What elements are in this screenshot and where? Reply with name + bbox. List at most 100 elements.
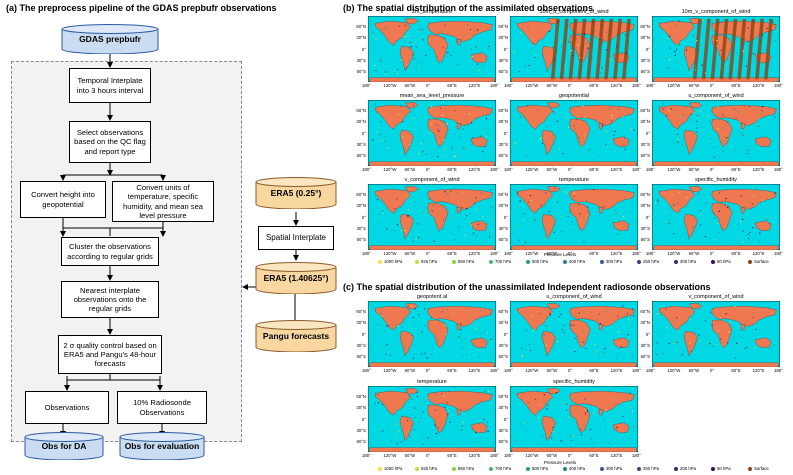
lon-tick-label: 180° [504,251,513,256]
lat-tick-label: 30°N [640,320,650,326]
world-map [368,386,496,452]
lon-tick-label: 180° [504,368,513,373]
lon-tick-label: 60°W [404,83,416,88]
lat-tick-label: 60°S [356,439,366,445]
lat-tick-label: 60°N [498,309,508,315]
lat-tick-label: 60°N [498,24,508,30]
lat-tick-label: 60°N [356,192,366,198]
lon-tick-label: 60°E [589,368,599,373]
map-b8: specific_humidity 60°N 30°N 0° 30°S 60°S 180° 1… [640,177,783,256]
world-map [510,100,638,166]
legend-item: 250 hPa [637,259,659,264]
lat-tick-label: 60°S [640,237,650,243]
lon-tick-label: 60°E [731,83,741,88]
world-map [368,184,496,250]
map-b2: 10m_v_component_of_wind 60°N 30°N 0° 30°S 60°… [640,9,783,88]
map-b5: u_component_of_wind 60°N 30°N 0° 30°S 60°S 180… [640,93,783,172]
map-title: v_component_of_wind [404,177,460,183]
lat-tick-label: 60°S [498,69,508,75]
lon-tick-label: 60°E [589,83,599,88]
legend-label: 250 hPa [643,466,660,471]
map-title: geopotential [559,93,589,99]
lon-tick-label: 120°E [610,251,623,256]
legend-item: 500 hPa [526,466,548,471]
lat-tick-label: 60°N [356,24,366,30]
lat-tick-label: 30°S [640,225,650,231]
legend-item: 50 hPa [711,466,731,471]
lon-tick-label: 60°E [731,251,741,256]
legend-marker [637,259,641,264]
lon-tick-label: 120°E [752,368,765,373]
lon-tick-label: 120°W [525,453,539,458]
world-map [652,100,780,166]
obs-da-cylinder: Obs for DA [24,432,104,460]
lat-tick-label: 60°N [640,108,650,114]
lon-tick-label: 120°E [610,167,623,172]
convert-height-box: Convert height into geopotential [20,181,106,218]
lon-tick-label: 120°W [383,251,397,256]
legend-marker [674,466,678,471]
lon-tick-label: 120°W [525,83,539,88]
lon-tick-label: 60°E [447,368,457,373]
lon-tick-label: 0° [426,251,431,256]
legend-item: 50 hPa [711,259,731,264]
lon-tick-label: 60°W [546,453,558,458]
lon-tick-label: 120°E [610,453,623,458]
legend-label: 200 hPa [680,466,697,471]
nearest-interplate-box: Nearest interplate observations onto the… [61,281,159,318]
lon-tick-label: 180° [490,167,499,172]
lat-tick-label: 60°S [640,153,650,159]
obs-eval-cylinder: Obs for evaluation [119,432,205,460]
lat-tick-label: 0° [645,214,650,220]
lat-tick-label: 60°N [640,24,650,30]
lon-tick-label: 120°E [752,167,765,172]
lat-tick-label: 30°N [356,203,366,209]
legend-label: 925 hPa [421,466,438,471]
lon-tick-label: 0° [426,83,431,88]
lat-tick-label: 30°S [356,57,366,63]
lon-tick-label: 120°W [525,251,539,256]
lat-tick-label: 30°S [498,57,508,63]
map-title: u_component_of_wind [546,294,602,300]
world-map [652,16,780,82]
map-title: u_component_of_wind [688,93,744,99]
lat-tick-label: 60°S [356,237,366,243]
legend-marker [563,466,567,471]
legend-marker [637,466,641,471]
legend-marker [600,466,604,471]
lat-tick-label: 0° [503,130,508,136]
lat-tick-label: 60°N [640,309,650,315]
lat-tick-label: 30°N [498,203,508,209]
legend-marker [748,259,752,264]
gdas-prepbufr-cylinder: GDAS prepbufr [61,24,159,54]
legend-marker [378,466,382,471]
legend-item: 925 hPa [415,259,437,264]
gdas-label: GDAS prepbufr [79,34,141,44]
world-map [510,16,638,82]
lat-tick-label: 60°S [498,153,508,159]
legend-item: 1000 hPa [378,466,402,471]
lon-tick-label: 60°W [546,251,558,256]
legend-marker [452,259,456,264]
lon-tick-label: 60°W [404,453,416,458]
lon-tick-label: 0° [426,368,431,373]
legend-item: 850 hPa [452,259,474,264]
legend-label: 700 hPa [495,466,512,471]
radiosonde-box: 10% Radiosonde Observations [117,391,207,424]
lat-tick-label: 60°S [356,69,366,75]
legend-item: Surface [748,259,769,264]
map-b3: mean_sea_level_pressure 60°N 30°N 0° 30°S 60°… [356,93,499,172]
legend-label: 50 hPa [717,466,731,471]
lon-tick-label: 120°E [752,83,765,88]
lon-tick-label: 60°E [731,368,741,373]
map-b0: 2m_temperature 60°N 30°N 0° 30°S 60°S 180° 120°… [356,9,499,88]
lon-tick-label: 180° [774,251,783,256]
lat-tick-label: 30°N [356,119,366,125]
lat-tick-label: 60°S [356,153,366,159]
lon-tick-label: 180° [362,368,371,373]
lon-tick-label: 180° [774,368,783,373]
lon-tick-label: 180° [362,167,371,172]
lon-tick-label: 120°E [468,167,481,172]
legend-label: 850 hPa [458,259,475,264]
